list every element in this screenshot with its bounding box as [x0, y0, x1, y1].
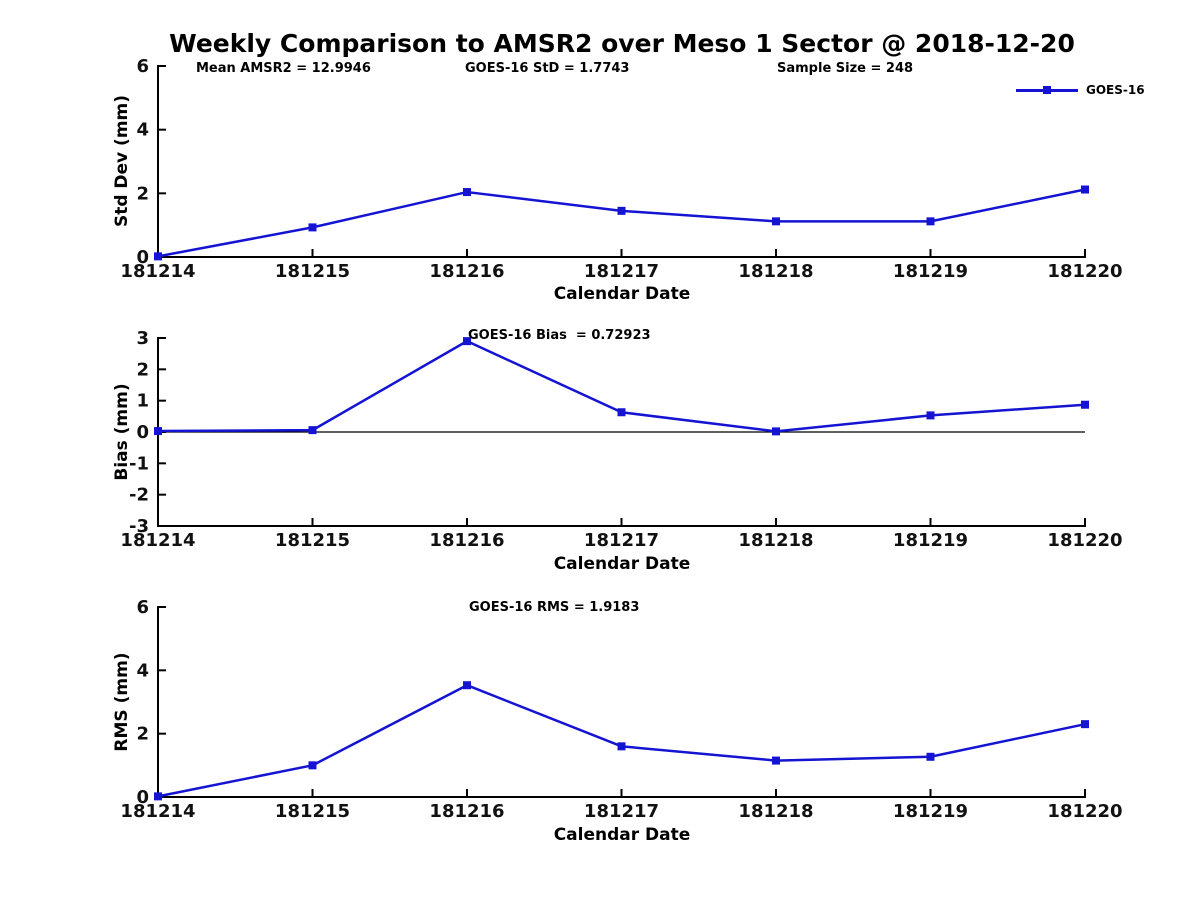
x-tick-label: 181214: [120, 261, 195, 282]
x-tick-label: 181216: [429, 530, 504, 551]
data-point-marker: [1081, 400, 1089, 409]
x-tick-label: 181214: [120, 801, 195, 822]
xlabel-std-dev: Calendar Date: [553, 284, 691, 304]
chart-std-dev: 0 2 4 6 181214 181215 181216 181217 181218 181219…: [120, 56, 1122, 282]
legend: GOES-16: [1016, 82, 1145, 98]
x-tick-label: 181216: [429, 801, 504, 822]
x-tick-label: 181219: [893, 261, 968, 282]
data-point-marker: [617, 408, 626, 417]
y-tick-label: -3: [129, 516, 149, 537]
data-point-marker: [772, 427, 780, 436]
x-tick-label: 181215: [275, 261, 350, 282]
x-tick-label: 181214: [120, 530, 195, 551]
data-point-marker: [308, 223, 317, 232]
y-tick-label: 1: [136, 391, 149, 412]
x-tick-label: 181219: [893, 530, 968, 551]
x-tick-label: 181220: [1047, 530, 1122, 551]
annotation-goes16-std: GOES-16 StD = 1.7743: [465, 61, 630, 76]
data-point-marker: [154, 792, 162, 801]
y-tick-label: 0: [136, 247, 149, 268]
data-point-marker: [772, 217, 780, 226]
annotation-goes16-bias: GOES-16 Bias = 0.72923: [468, 328, 651, 343]
data-point-marker: [308, 426, 317, 435]
legend-label: GOES-16: [1086, 83, 1145, 97]
annotation-sample-size: Sample Size = 248: [777, 61, 914, 76]
x-tick-label: 181220: [1047, 801, 1122, 822]
xlabel-bias: Calendar Date: [553, 554, 691, 574]
y-tick-label: 3: [136, 328, 149, 349]
data-point-marker: [926, 411, 935, 420]
x-tick-label: 181216: [429, 261, 504, 282]
y-tick-label: 6: [136, 597, 149, 618]
ylabel-bias: Bias (mm): [112, 383, 132, 481]
y-tick-label: 4: [136, 120, 149, 141]
data-point-marker: [463, 337, 471, 346]
data-point-marker: [1081, 720, 1089, 729]
xlabel-rms: Calendar Date: [553, 825, 691, 845]
chart-bias: -3 -2 -1 0 1 2 3 181214 181215 181216 181217 181218…: [120, 328, 1122, 551]
y-tick-label: -2: [129, 485, 149, 506]
data-point-marker: [154, 252, 162, 261]
y-tick-label: -1: [129, 453, 149, 474]
x-tick-label: 181220: [1047, 261, 1122, 282]
legend-marker-icon: [1043, 86, 1051, 94]
ylabel-std-dev: Std Dev (mm): [112, 94, 132, 228]
y-tick-label: 2: [136, 183, 149, 204]
data-point-marker: [308, 761, 317, 770]
data-point-marker: [154, 427, 162, 436]
x-tick-label: 181219: [893, 801, 968, 822]
y-tick-label: 0: [136, 422, 149, 443]
x-tick-label: 181218: [738, 801, 813, 822]
x-tick-label: 181217: [584, 261, 659, 282]
data-point-marker: [1081, 185, 1089, 194]
figure-title: Weekly Comparison to AMSR2 over Meso 1 S…: [169, 29, 1075, 58]
annotation-mean-amsr2: Mean AMSR2 = 12.9946: [196, 61, 371, 76]
series-line: [157, 188, 1086, 258]
annotation-goes16-rms: GOES-16 RMS = 1.9183: [469, 600, 640, 615]
data-point-marker: [617, 206, 626, 215]
x-tick-label: 181215: [275, 530, 350, 551]
y-tick-label: 4: [136, 660, 149, 681]
series-line: [157, 339, 1086, 433]
y-tick-label: 0: [136, 787, 149, 808]
x-tick-label: 181218: [738, 261, 813, 282]
ylabel-rms: RMS (mm): [112, 652, 132, 752]
chart-rms: 0 2 4 6 181214 181215 181216 181217 181218 181219…: [120, 597, 1122, 822]
data-point-marker: [463, 681, 471, 690]
x-tick-label: 181217: [584, 801, 659, 822]
x-tick-label: 181215: [275, 801, 350, 822]
data-point-marker: [926, 217, 935, 226]
data-point-marker: [617, 742, 626, 751]
x-tick-label: 181217: [584, 530, 659, 551]
legend-line-sample: [1016, 86, 1078, 94]
data-point-marker: [463, 188, 471, 197]
data-point-marker: [926, 752, 935, 761]
y-tick-label: 6: [136, 56, 149, 77]
x-tick-label: 181218: [738, 530, 813, 551]
y-tick-label: 2: [136, 724, 149, 745]
y-tick-label: 2: [136, 359, 149, 380]
data-point-marker: [772, 756, 780, 765]
series-line: [157, 683, 1086, 798]
